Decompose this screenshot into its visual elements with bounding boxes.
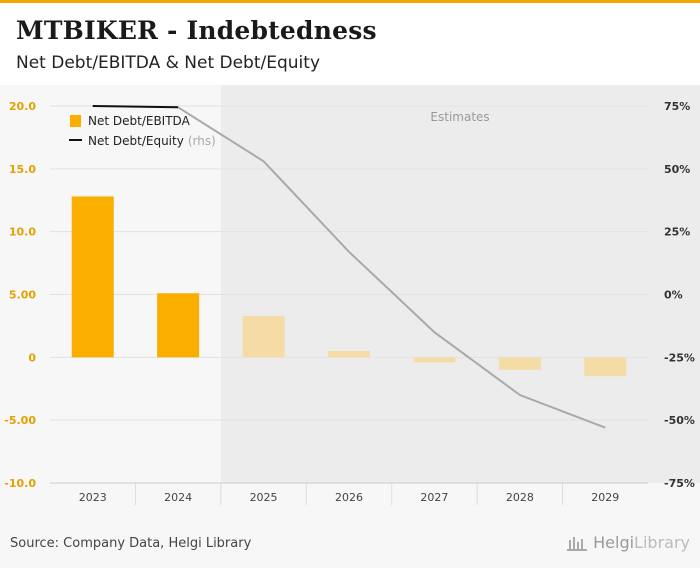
right-tick-50: -50% (664, 414, 695, 427)
left-tick-20: 20.0 (9, 100, 36, 113)
line-net-debt-equity-estimates (177, 106, 606, 429)
left-tick-10: -10.0 (4, 477, 36, 490)
source-note: Source: Company Data, Helgi Library (10, 536, 252, 551)
helgi-library-logo[interactable]: HelgiLibrary (566, 533, 690, 552)
bars-group (71, 196, 627, 377)
left-tick-10: 10.0 (9, 226, 36, 239)
brand-main: Helgi (593, 533, 635, 552)
chart-title: MTBIKER - Indebtedness (16, 16, 377, 45)
right-tick-0: 0% (664, 289, 683, 302)
x-tick-2029: 2029 (591, 491, 619, 504)
right-tick-75: 75% (664, 100, 690, 113)
estimates-label: Estimates (430, 110, 489, 124)
right-tick-75: -75% (664, 477, 695, 490)
left-tick-0: 0 (28, 351, 36, 364)
bar-2025 (242, 315, 285, 358)
top-accent-bar (0, 0, 700, 3)
x-tick-2024: 2024 (164, 491, 192, 504)
x-tick-2023: 2023 (79, 491, 107, 504)
bar-2029 (584, 357, 627, 377)
line-net-debt-equity-actual (92, 105, 179, 109)
lines-group (92, 105, 606, 429)
x-tick-2026: 2026 (335, 491, 363, 504)
x-axis-ticks: 2023 2024 2025 2026 2027 2028 2029 (79, 491, 620, 504)
bar-2024 (157, 293, 200, 358)
left-axis-ticks: 20.0 15.0 10.0 5.00 0 -5.00 -10.0 (4, 100, 36, 490)
library-building-icon (567, 536, 588, 551)
chart-footer: Source: Company Data, Helgi Library Helg… (0, 525, 700, 568)
brand-suffix: Library (634, 533, 690, 552)
indebtedness-chart: 20.0 15.0 10.0 5.00 0 -5.00 -10.0 75% 50% 25% 0% -… (4, 85, 700, 505)
right-tick-25: -25% (664, 351, 695, 364)
x-tick-2028: 2028 (506, 491, 534, 504)
brand-text: HelgiLibrary (593, 533, 690, 552)
legend-label-net-debt-equity-main: Net Debt/Equity (88, 134, 184, 148)
bar-2028 (498, 357, 541, 370)
left-tick-5: 5.00 (9, 289, 36, 302)
chart-subtitle: Net Debt/EBITDA & Net Debt/Equity (16, 53, 320, 73)
left-tick-15: 15.0 (9, 163, 36, 176)
legend-label-rhs-suffix: (rhs) (188, 134, 216, 148)
right-tick-25: 25% (664, 226, 690, 239)
chart-header: MTBIKER - Indebtedness Net Debt/EBITDA &… (0, 3, 700, 85)
x-tick-2025: 2025 (250, 491, 278, 504)
right-tick-50: 50% (664, 163, 690, 176)
legend-swatch-net-debt-ebitda (70, 115, 81, 127)
legend-label-net-debt-equity: Net Debt/Equity (rhs) (88, 134, 216, 148)
x-tick-2027: 2027 (420, 491, 448, 504)
right-axis-ticks: 75% 50% 25% 0% -25% -50% -75% (664, 100, 695, 490)
legend: Net Debt/EBITDA Net Debt/Equity (rhs) (69, 114, 216, 148)
bar-2027 (413, 357, 456, 363)
bar-2023 (71, 196, 114, 358)
legend-label-net-debt-ebitda: Net Debt/EBITDA (88, 114, 191, 128)
estimates-region (220, 85, 700, 483)
bar-2026 (328, 351, 370, 358)
left-tick-5: -5.00 (4, 414, 36, 427)
